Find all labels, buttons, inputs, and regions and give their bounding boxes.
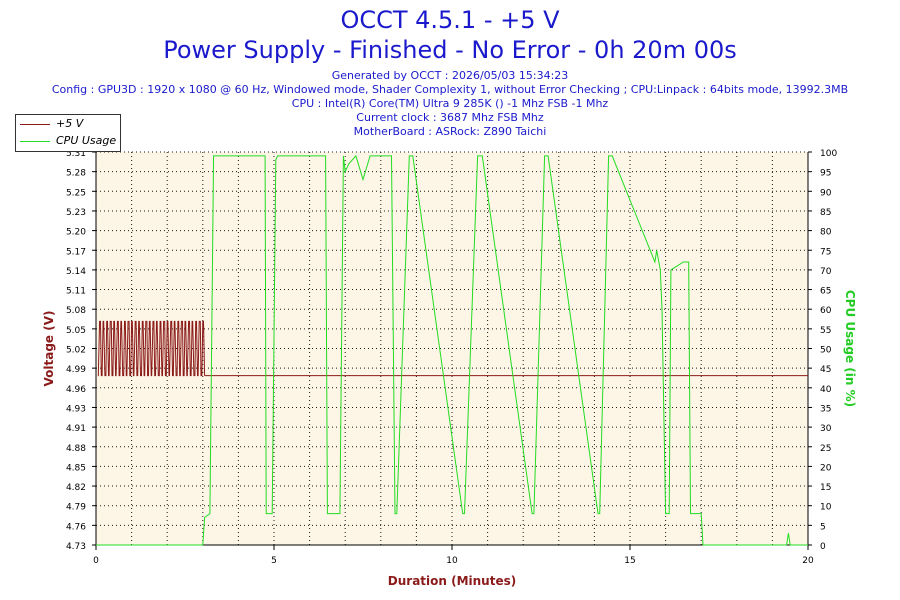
y-tick-label-right: 40 (820, 385, 832, 395)
y-tick-label-left: 5.14 (66, 267, 86, 277)
x-tick-label: 20 (802, 556, 814, 566)
y-tick-label-right: 15 (820, 483, 831, 493)
y-tick-label-right: 10 (820, 503, 832, 513)
cpu-info: CPU : Intel(R) Core(TM) Ultra 9 285K () … (291, 97, 609, 110)
y-tick-label-left: 5.08 (66, 306, 86, 316)
y-tick-label-right: 95 (820, 169, 831, 179)
y-axis-label-left: Voltage (V) (42, 311, 56, 387)
y-tick-label-right: 25 (820, 444, 831, 454)
y-tick-label-right: 85 (820, 208, 831, 218)
y-tick-label-right: 0 (820, 542, 826, 552)
legend: +5 V CPU Usage (15, 114, 121, 152)
y-tick-label-left: 5.05 (66, 326, 86, 336)
y-tick-label-right: 100 (820, 149, 837, 159)
voltage-series-line (97, 320, 206, 377)
y-tick-label-right: 35 (820, 404, 831, 414)
y-tick-label-left: 5.02 (66, 346, 86, 356)
x-tick-label: 5 (271, 556, 277, 566)
y-tick-label-left: 5.25 (66, 188, 86, 198)
y-tick-label-left: 4.79 (66, 503, 86, 513)
legend-label-voltage: +5 V (56, 117, 84, 130)
y-tick-label-right: 45 (820, 365, 831, 375)
y-tick-label-left: 4.82 (66, 483, 86, 493)
generated-info: Generated by OCCT : 2026/05/03 15:34:23 (331, 69, 569, 82)
x-tick-label: 15 (624, 556, 635, 566)
y-tick-label-left: 5.17 (66, 247, 86, 257)
y-tick-label-right: 70 (820, 267, 832, 277)
y-tick-label-right: 5 (820, 522, 826, 532)
legend-swatch-voltage (20, 124, 50, 125)
y-tick-label-right: 75 (820, 247, 831, 257)
x-tick-label: 10 (446, 556, 458, 566)
y-tick-label-right: 50 (820, 346, 832, 356)
y-tick-label-left: 4.73 (66, 542, 86, 552)
y-tick-label-right: 60 (820, 306, 832, 316)
legend-label-cpu: CPU Usage (56, 134, 117, 147)
y-axis-label-right: CPU Usage (in %) (843, 290, 857, 407)
x-tick-label: 0 (93, 556, 99, 566)
y-tick-label-left: 4.91 (66, 424, 86, 434)
y-tick-label-right: 90 (820, 188, 832, 198)
x-axis-label: Duration (Minutes) (388, 574, 516, 588)
y-tick-label-left: 4.88 (66, 444, 86, 454)
y-tick-label-left: 5.20 (66, 228, 86, 238)
y-tick-label-left: 4.96 (66, 385, 86, 395)
y-tick-label-right: 80 (820, 228, 832, 238)
y-tick-label-left: 5.23 (66, 208, 86, 218)
cpu-usage-series-line (96, 154, 808, 546)
y-tick-label-right: 65 (820, 287, 831, 297)
chart-title: OCCT 4.5.1 - +5 V (340, 6, 560, 34)
y-tick-label-left: 5.31 (66, 149, 86, 159)
clock-info: Current clock : 3687 Mhz FSB Mhz (356, 111, 544, 124)
y-tick-label-left: 4.85 (66, 463, 86, 473)
motherboard-info: MotherBoard : ASRock: Z890 Taichi (353, 125, 547, 138)
y-tick-label-left: 4.99 (66, 365, 86, 375)
y-tick-label-left: 4.93 (66, 404, 86, 414)
config-info: Config : GPU3D : 1920 x 1080 @ 60 Hz, Wi… (51, 83, 849, 96)
legend-swatch-cpu (20, 141, 50, 142)
y-tick-label-left: 5.11 (66, 287, 86, 297)
y-tick-label-left: 4.76 (66, 522, 86, 532)
y-tick-label-right: 55 (820, 326, 831, 336)
chart-subtitle: Power Supply - Finished - No Error - 0h … (163, 36, 737, 64)
y-tick-label-right: 20 (820, 463, 832, 473)
y-tick-label-left: 5.28 (66, 169, 86, 179)
y-tick-label-right: 30 (820, 424, 832, 434)
